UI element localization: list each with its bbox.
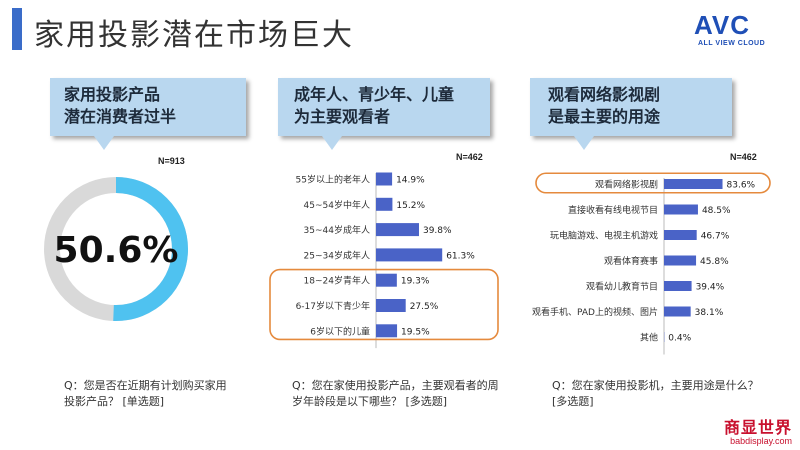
age-category-label: 25~34岁成年人: [304, 249, 370, 261]
logo-sub: ALL VIEW CLOUD: [698, 40, 766, 47]
age-value-label: 15.2%: [396, 201, 425, 211]
question-2-line-2: 岁年龄段是以下哪些？ [多选题]: [292, 395, 448, 408]
callout-3-line-2: 是最主要的用途: [548, 107, 661, 126]
usage-bar: [664, 306, 691, 317]
age-value-label: 27.5%: [410, 302, 439, 312]
usage-bar: [664, 230, 697, 240]
brand-main: 商显世界: [723, 418, 792, 437]
question-3-line-2: [多选题]: [552, 395, 594, 408]
age-category-label: 45~54岁中年人: [304, 199, 370, 211]
callout-2-line-1: 成年人、青少年、儿童: [294, 85, 455, 104]
usage-category-label: 观看幼儿教育节目: [586, 281, 658, 293]
brand-sub: babdisplay.com: [730, 436, 792, 446]
age-bar-chart: 55岁以上的老年人 14.9% 45~54岁中年人 15.2% 35~44岁成年人 39.…: [269, 172, 499, 349]
age-bar: [376, 223, 419, 237]
age-value-label: 39.8%: [423, 226, 452, 236]
question-1-line-2: 投影产品？ [单选题]: [64, 395, 165, 408]
callout-2-line-2: 为主要观看者: [294, 107, 391, 126]
page-title: 家用投影潜在市场巨大: [34, 18, 354, 53]
age-category-label: 55岁以上的老年人: [296, 174, 370, 186]
question-2-line-1: Q：您在家使用投影产品，主要观看者的周: [292, 379, 499, 392]
title-accent-bar: [12, 8, 22, 50]
usage-value-label: 38.1%: [695, 308, 724, 318]
usage-category-label: 观看手机、PAD上的视频、图片: [532, 306, 658, 318]
question-1: Q：您是否在近期有计划购买家用 投影产品？ [单选题]: [64, 378, 227, 410]
usage-bar: [664, 255, 697, 266]
callout-3-line-1: 观看网络影视剧: [548, 85, 661, 104]
question-3: Q：您在家使用投影机，主要用途是什么？ [多选题]: [552, 378, 759, 410]
age-category-label: 6岁以下的儿童: [310, 325, 370, 337]
age-category-label: 18~24岁青年人: [304, 275, 370, 287]
usage-bar: [664, 204, 698, 215]
usage-highlight-box: [535, 172, 771, 194]
age-bar: [376, 299, 406, 312]
usage-value-label: 83.6%: [727, 181, 756, 191]
age-bar: [376, 172, 393, 186]
usage-category-label: 其他: [640, 332, 658, 344]
age-bar: [376, 273, 397, 287]
age-category-label: 35~44岁成年人: [304, 224, 370, 236]
brand-watermark: 商显世界 babdisplay.com: [724, 414, 792, 446]
usage-bar-chart: 观看网络影视剧 83.6% 直接收看有线电视节目 48.5% 玩电脑游戏、电视主机游戏 4…: [532, 172, 771, 355]
age-category-label: 6-17岁以下青少年: [296, 300, 370, 312]
n-label-3: N=462: [730, 152, 757, 162]
avc-logo: AVC ALL VIEW CLOUD: [694, 10, 786, 54]
age-value-label: 14.9%: [396, 176, 425, 186]
callout-3: 观看网络影视剧 是最主要的用途: [530, 78, 732, 150]
usage-category-label: 直接收看有线电视节目: [568, 204, 658, 216]
question-2: Q：您在家使用投影产品，主要观看者的周 岁年龄段是以下哪些？ [多选题]: [292, 378, 499, 410]
donut-value-arc: [44, 177, 188, 321]
usage-value-label: 48.5%: [702, 206, 731, 216]
question-3-line-1: Q：您在家使用投影机，主要用途是什么？: [552, 379, 759, 392]
usage-bar: [664, 179, 723, 189]
callout-2: 成年人、青少年、儿童 为主要观看者: [278, 78, 490, 150]
n-label-2: N=462: [456, 152, 483, 162]
question-1-line-1: Q：您是否在近期有计划购买家用: [64, 379, 227, 392]
callout-1-line-1: 家用投影产品: [64, 85, 161, 104]
age-value-label: 19.3%: [401, 277, 430, 287]
age-value-label: 61.3%: [446, 251, 475, 261]
donut-value-label: 50.6%: [54, 230, 179, 271]
age-value-label: 19.5%: [401, 327, 430, 337]
age-bar: [376, 197, 393, 211]
usage-category-label: 玩电脑游戏、电视主机游戏: [550, 230, 658, 242]
usage-value-label: 39.4%: [696, 283, 725, 293]
age-bar: [376, 324, 398, 338]
usage-value-label: 45.8%: [700, 257, 729, 267]
usage-value-label: 46.7%: [701, 232, 730, 242]
age-bar: [376, 248, 443, 262]
usage-bar: [664, 281, 692, 291]
donut-chart: 50.6%: [44, 177, 188, 321]
callout-1: 家用投影产品 潜在消费者过半: [50, 78, 246, 150]
age-highlight-box: [269, 268, 499, 341]
usage-category-label: 观看体育赛事: [604, 255, 658, 267]
usage-value-label: 0.4%: [668, 334, 691, 344]
callout-1-line-2: 潜在消费者过半: [64, 107, 177, 126]
logo-main: AVC: [694, 10, 750, 40]
n-label-1: N=913: [158, 156, 185, 166]
usage-category-label: 观看网络影视剧: [595, 179, 658, 191]
